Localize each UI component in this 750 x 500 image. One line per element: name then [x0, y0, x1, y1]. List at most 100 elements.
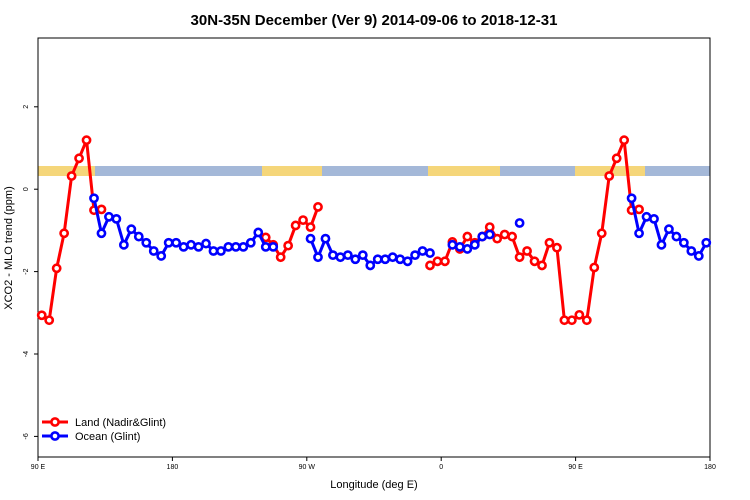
data-point — [201, 238, 211, 249]
x-tick-label: 180 — [167, 464, 179, 471]
y-tick-label: -6 — [23, 433, 30, 439]
x-axis-label: Longitude (deg E) — [330, 479, 417, 491]
data-point — [417, 246, 428, 256]
data-point — [96, 228, 107, 239]
data-point — [89, 193, 99, 204]
data-point — [328, 250, 338, 261]
ocean-strip — [38, 166, 710, 176]
data-point — [581, 315, 592, 326]
data-point — [193, 241, 204, 252]
data-point — [440, 256, 450, 267]
data-point — [178, 241, 189, 252]
data-point — [432, 256, 443, 267]
data-point — [313, 252, 323, 263]
data-point — [186, 239, 196, 250]
data-point — [156, 251, 167, 261]
data-point — [245, 237, 256, 248]
data-point — [671, 231, 682, 242]
data-point — [350, 254, 361, 265]
data-point — [365, 260, 376, 271]
data-point — [641, 211, 652, 222]
data-point — [634, 204, 644, 215]
data-point — [402, 256, 413, 267]
data-point — [66, 171, 77, 181]
legend-label: Land (Nadir&Glint) — [75, 417, 166, 429]
data-point — [693, 251, 704, 261]
data-point — [484, 229, 495, 240]
land-strip — [428, 166, 500, 176]
data-point — [59, 228, 70, 239]
x-tick-label: 90 E — [568, 464, 583, 471]
x-tick-label: 90 E — [31, 464, 46, 471]
y-axis-label: XCO2 - MLO trend (ppm) — [3, 186, 15, 309]
data-point — [111, 213, 122, 224]
data-point — [559, 315, 570, 326]
data-point — [74, 153, 84, 164]
data-point — [626, 193, 637, 204]
data-point — [701, 237, 712, 248]
data-point — [514, 252, 525, 263]
data-point — [275, 252, 286, 263]
data-point — [44, 315, 55, 326]
data-point — [544, 237, 555, 248]
data-point — [290, 220, 301, 231]
data-point — [604, 171, 615, 181]
y-tick-label: -4 — [23, 351, 30, 357]
x-tick-label: 0 — [439, 464, 443, 471]
land-strip — [262, 166, 322, 176]
data-point — [380, 254, 391, 265]
data-point — [320, 233, 331, 244]
data-point — [447, 239, 458, 250]
data-point — [313, 202, 323, 212]
data-point — [514, 218, 525, 228]
data-point — [305, 222, 316, 233]
data-point — [462, 231, 473, 242]
y-tick-label: 0 — [23, 187, 30, 191]
data-point — [283, 240, 294, 251]
data-point — [552, 242, 562, 253]
data-point — [223, 241, 234, 252]
data-point — [678, 237, 689, 248]
data-point — [507, 231, 518, 242]
data-point — [529, 256, 540, 267]
data-point — [141, 237, 152, 248]
data-point — [566, 315, 577, 326]
data-point — [126, 224, 137, 235]
data-point — [574, 309, 585, 320]
data-point — [469, 239, 480, 250]
data-point — [410, 250, 420, 261]
chart-title: 30N-35N December (Ver 9) 2014-09-06 to 2… — [191, 12, 558, 29]
data-point — [335, 252, 346, 263]
data-point — [372, 254, 383, 265]
data-point — [492, 233, 503, 244]
data-point — [596, 228, 607, 239]
data-point — [171, 237, 182, 248]
data-point — [462, 244, 473, 254]
data-point — [357, 250, 368, 261]
data-point — [454, 241, 465, 252]
data-point — [51, 263, 62, 274]
data-point — [387, 252, 398, 263]
data-point — [36, 310, 47, 321]
data-point — [133, 231, 144, 242]
data-point — [634, 228, 644, 239]
data-point — [96, 204, 107, 215]
data-point — [499, 229, 510, 240]
data-point — [230, 241, 241, 252]
x-tick-label: 180 — [704, 464, 716, 471]
data-point — [589, 262, 600, 273]
data-point — [81, 135, 92, 146]
data-point — [395, 254, 406, 265]
x-tick-label: 90 W — [299, 464, 316, 471]
land-strip — [38, 166, 95, 176]
data-point — [477, 231, 488, 242]
data-point — [686, 246, 697, 256]
data-point — [148, 246, 159, 256]
data-point — [611, 153, 622, 164]
data-point — [268, 241, 279, 252]
data-point — [425, 248, 435, 258]
data-point — [537, 260, 547, 271]
data-point — [118, 239, 129, 250]
data-point — [656, 239, 667, 250]
